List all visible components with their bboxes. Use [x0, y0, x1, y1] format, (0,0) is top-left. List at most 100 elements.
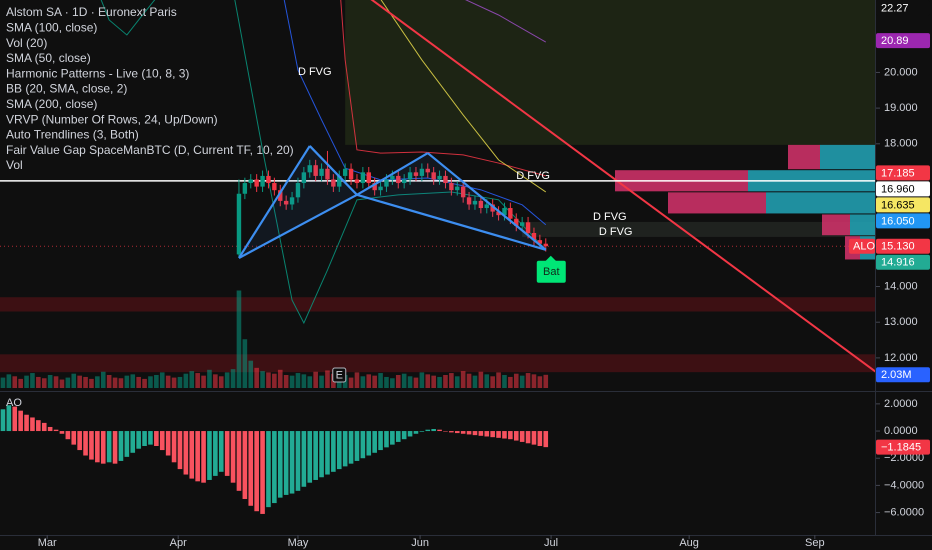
zone [345, 0, 875, 145]
y-tick-label: −4.0000 [884, 479, 924, 491]
candle-body [508, 208, 513, 219]
volume-bar [313, 371, 318, 388]
candle-body [443, 175, 448, 184]
candle-body [248, 179, 253, 184]
volume-bar [466, 373, 472, 388]
volume-bar [207, 369, 212, 388]
volume-bar [307, 376, 313, 388]
ao-bar [41, 422, 47, 432]
volume-bar [47, 375, 53, 388]
volume-bar [12, 376, 18, 388]
price-tag-label: −1.1845 [881, 442, 921, 454]
volume-bar [260, 371, 265, 388]
candle-body [348, 168, 354, 180]
volume-bar [437, 376, 442, 388]
volume-bar [378, 373, 383, 388]
volume-bar [142, 378, 147, 388]
pattern-fill [356, 153, 546, 250]
legend-line: SMA (100, close) [6, 20, 97, 34]
volume-bar [384, 376, 389, 388]
ao-bar [331, 431, 336, 472]
price-tag [876, 165, 930, 181]
volume-bar [65, 377, 71, 388]
ao-bar [260, 431, 265, 514]
price-tag-label: 15.130 [881, 241, 915, 253]
y-tick-label: 0.0000 [884, 425, 918, 437]
volume-bar [431, 375, 436, 388]
candle-body [337, 175, 342, 187]
candle-body [425, 168, 430, 173]
candle-body [390, 175, 395, 180]
legend-line: BB (20, SMA, close, 2) [6, 82, 127, 96]
volume-bar [159, 372, 165, 388]
ao-bar [472, 431, 478, 436]
ao-bar [177, 431, 183, 470]
volume-bar [472, 375, 478, 388]
ao-bar [165, 431, 171, 456]
ao-bar [154, 431, 159, 446]
candle-body [378, 186, 383, 191]
ao-bar [201, 431, 206, 483]
ao-bar [307, 431, 313, 483]
ao-bar [537, 431, 543, 446]
volume-bar [401, 373, 407, 388]
volume-bar [354, 372, 360, 388]
pattern-leg [427, 152, 547, 251]
zone [522, 221, 875, 237]
x-tick-label: Apr [170, 537, 187, 549]
ao-bar [30, 417, 35, 432]
volume-bar [372, 375, 377, 388]
ao-bar [478, 431, 484, 436]
indicator-line [380, 0, 547, 193]
ao-bar [213, 431, 218, 476]
price-tag [876, 0, 930, 16]
ao-bar [266, 431, 271, 508]
ao-bar [136, 431, 141, 449]
candle-body [401, 179, 407, 184]
candle-body [419, 168, 425, 176]
candle-body [254, 179, 259, 187]
volume-bar [484, 374, 490, 388]
ao-bar [59, 431, 65, 434]
ao-bar [159, 431, 165, 451]
zone [0, 354, 875, 373]
x-tick-label: Jun [411, 537, 429, 549]
price-tag [876, 33, 930, 49]
ao-bar [508, 431, 513, 440]
ao-bar [513, 431, 519, 441]
y-tick-label: 19.000 [884, 102, 918, 114]
event-marker [332, 367, 347, 383]
ao-bar [148, 431, 153, 445]
volume-bar [490, 376, 495, 388]
price-tag-label: 16.050 [881, 215, 915, 227]
ao-bar [454, 431, 460, 434]
legend-line: SMA (50, close) [6, 51, 91, 65]
ao-pane [0, 405, 549, 514]
candle-body [342, 168, 348, 176]
volume-bar [89, 378, 94, 388]
x-tick-label: May [288, 537, 309, 549]
fvg-label: D FVG [298, 66, 332, 78]
volume-bar [130, 374, 136, 388]
candle-body [325, 168, 330, 180]
volume-bar [213, 374, 218, 388]
volume-bar [36, 376, 41, 388]
ao-bar [354, 431, 360, 461]
profile-up [820, 144, 875, 170]
volume-bar [236, 290, 242, 388]
volume-bar [148, 376, 153, 388]
volume-bar [407, 376, 413, 388]
candle-body [313, 165, 318, 176]
legend-line: Harmonic Patterns - Live (10, 8, 3) [6, 66, 189, 80]
ao-bar [189, 431, 195, 479]
candle-body [372, 183, 377, 191]
candle-body [360, 172, 366, 184]
ao-bar [230, 431, 236, 483]
candle-body [407, 172, 413, 180]
ao-bar [100, 431, 106, 464]
volume-bar [419, 372, 425, 388]
volume-bar [443, 375, 448, 388]
volume-bar [59, 379, 65, 388]
price-tag [876, 254, 930, 270]
